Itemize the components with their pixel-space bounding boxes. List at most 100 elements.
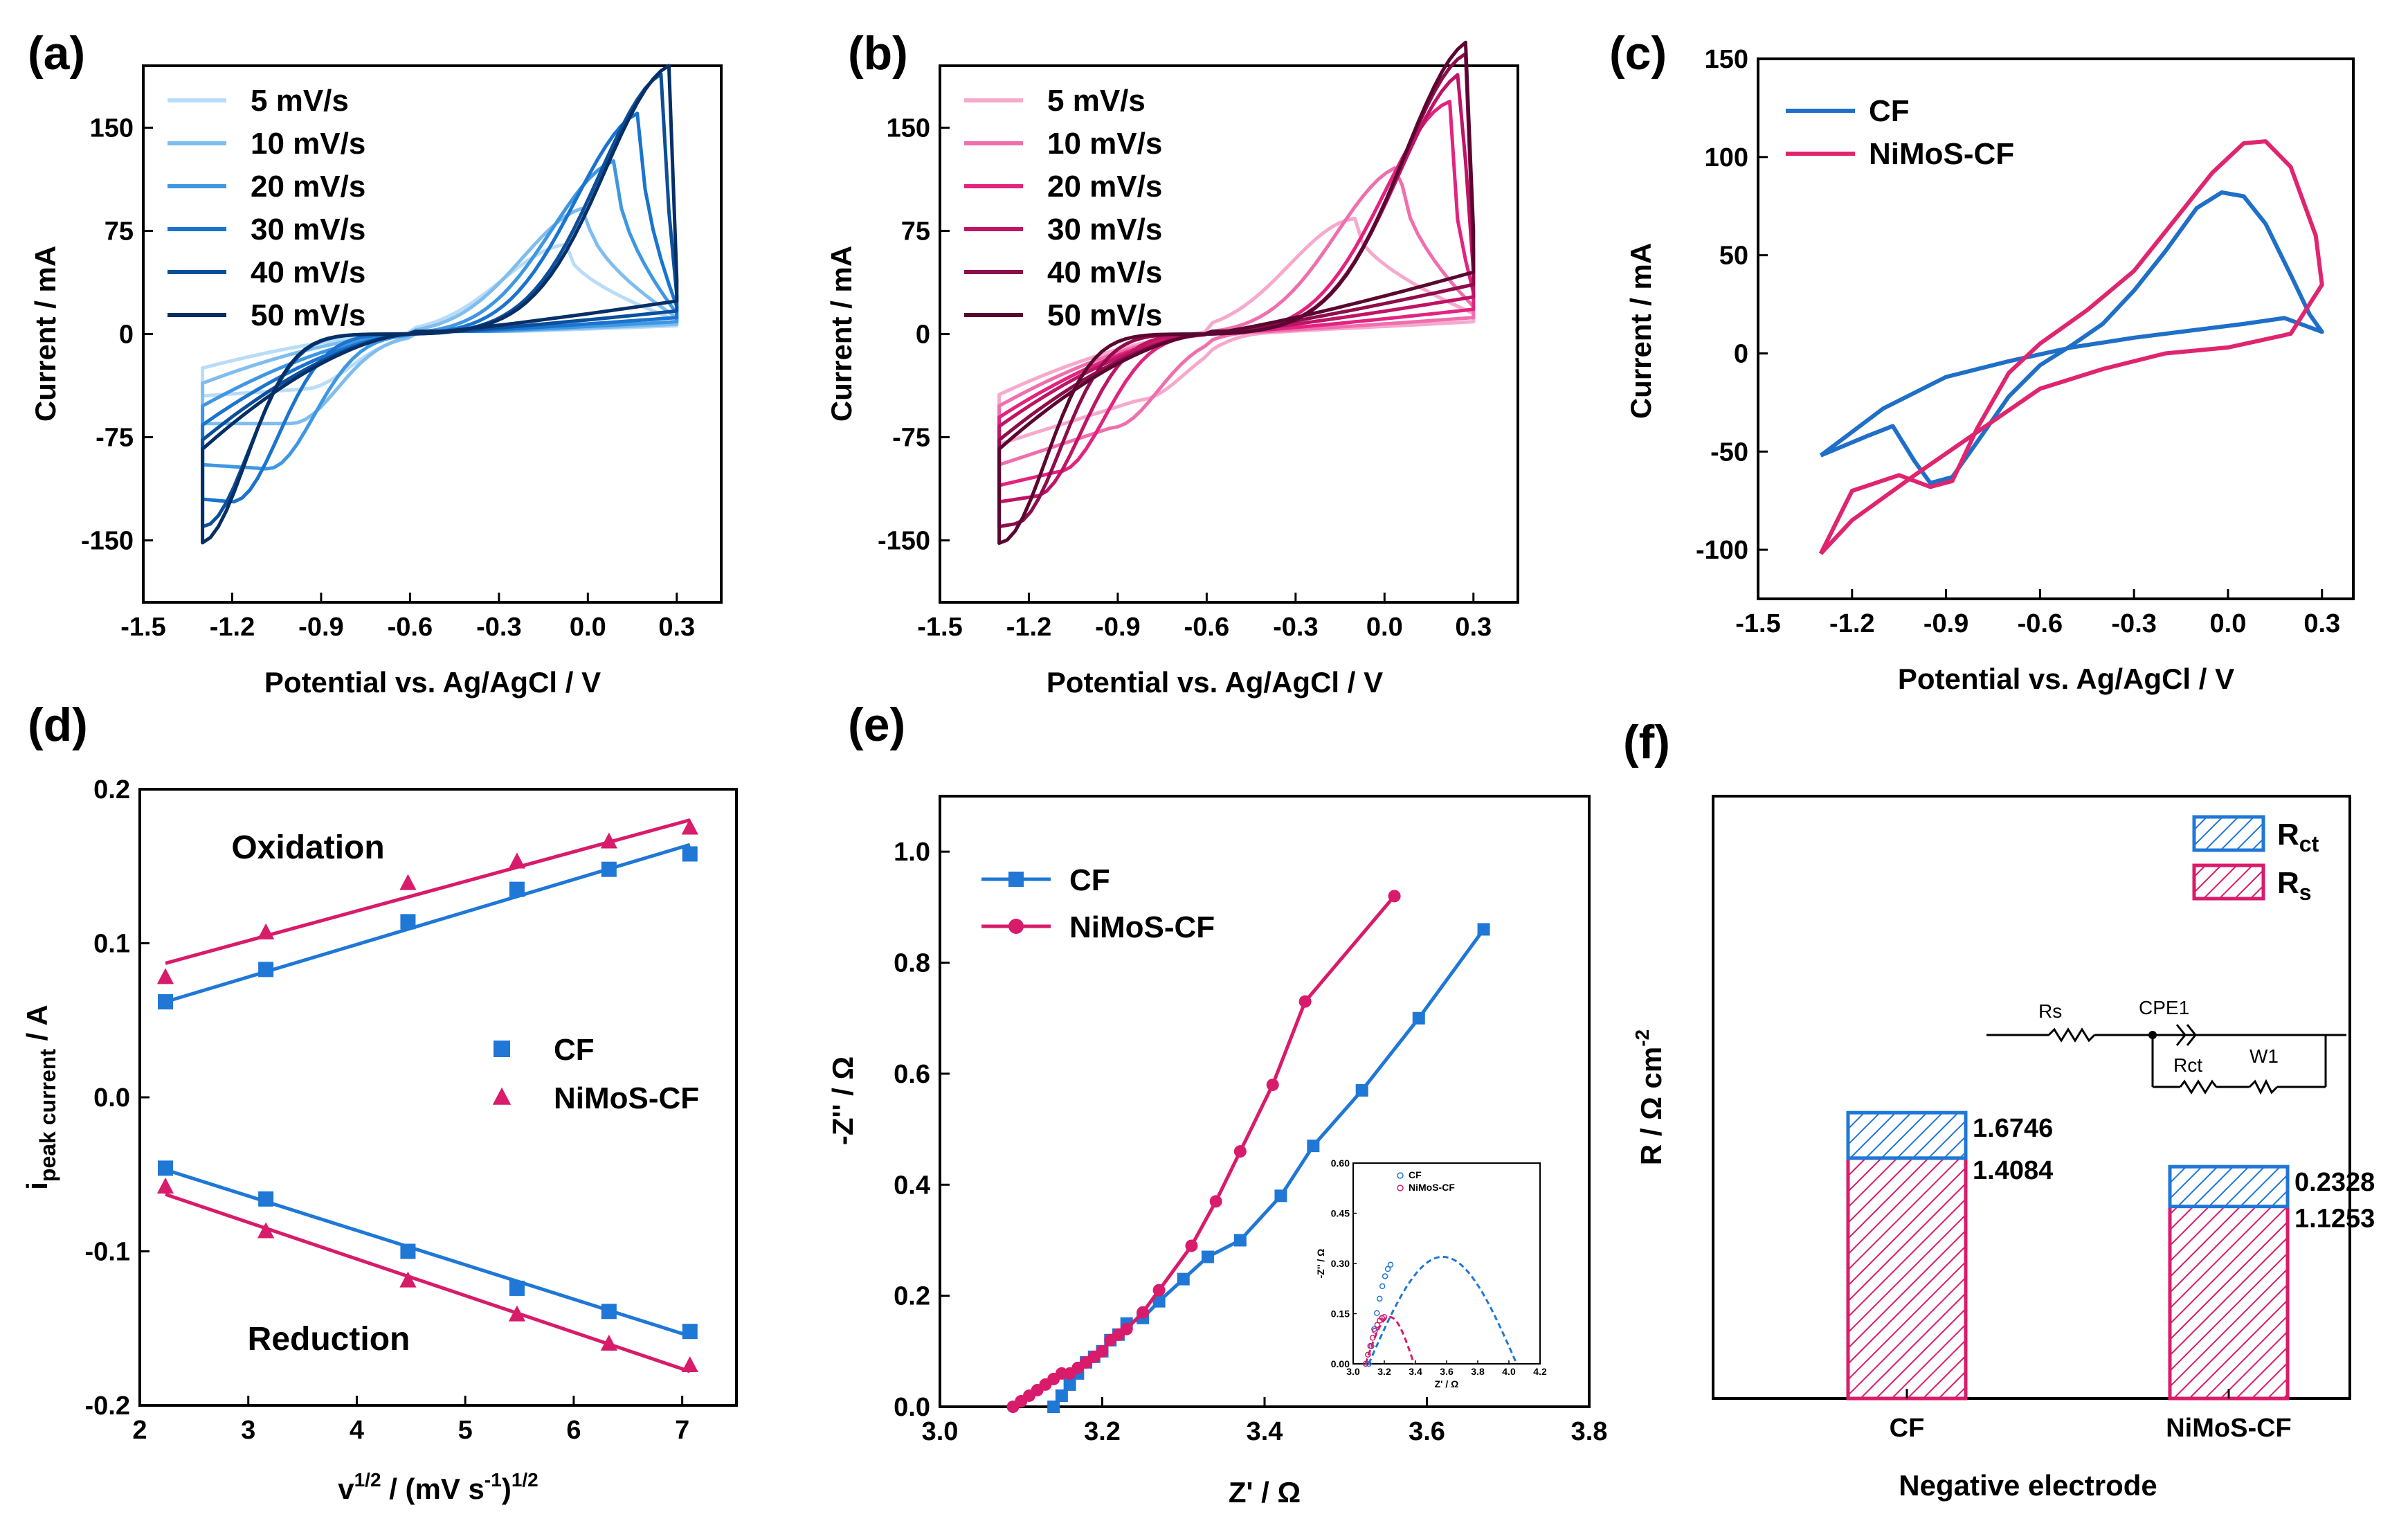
panel-a-legend: 5 mV/s 10 mV/s 20 mV/s 30 mV/s 40 mV/s 50 mV/… (168, 84, 365, 332)
point-reduction-NiMoS-CF (600, 1334, 617, 1351)
point-reduction-NiMoS-CF (399, 1271, 417, 1288)
eis-curve-NiMoS-CF (1012, 894, 1396, 1409)
panel-label-b: (b) (848, 27, 908, 80)
x-tick-label: -0.6 (2018, 609, 2063, 638)
fit-line-oxidation-NiMoS-CF (165, 818, 691, 965)
x-tick-label: -1.5 (1735, 609, 1780, 638)
bar-value-label: 0.2328 (2294, 1168, 2375, 1197)
legend-label: 50 mV/s (251, 298, 365, 332)
panel-c-chart: -1.5 -1.2 -0.9 -0.6 -0.3 0.0 0.3 -100 -50 0 50 100 1… (1624, 45, 2355, 695)
resistor-Rct (2179, 1079, 2218, 1095)
y-tick-label: 75 (105, 217, 134, 246)
cv-curve-50mVs (201, 64, 679, 545)
x-tick-label: 2 (132, 1416, 147, 1445)
inset-point-CF (1374, 1310, 1380, 1316)
legend-marker (492, 1087, 512, 1105)
point-oxidation-CF (400, 914, 416, 930)
panel-c-frame (1757, 57, 2355, 600)
panel-e-ylabel: -Z'' / Ω (826, 1056, 859, 1145)
y-tick-label: -75 (892, 424, 930, 453)
panel-a-xlabel: Potential vs. Ag/AgCl / V (264, 666, 601, 699)
panel-c-ticks: -1.5 -1.2 -0.9 -0.6 -0.3 0.0 0.3 -100 -50 0 50 100 1… (1696, 45, 2340, 638)
x-tick-label: 3.2 (1084, 1417, 1121, 1446)
eis-point-CF (1047, 1401, 1060, 1413)
eis-point-NiMoS-CF (1209, 1195, 1222, 1208)
x-tick-label: 5 (458, 1416, 473, 1445)
x-tick-label: -1.2 (1829, 609, 1874, 638)
eis-point-NiMoS-CF (1152, 1284, 1166, 1297)
x-tick-label: 7 (675, 1416, 689, 1445)
y-tick-label: 1.0 (894, 838, 930, 867)
panel-c-xlabel: Potential vs. Ag/AgCl / V (1898, 663, 2234, 695)
resistor-Rs (2047, 1027, 2096, 1043)
panel-b-data (997, 40, 1476, 546)
reduction-annotation: Reduction (248, 1321, 410, 1358)
legend-marker (494, 1041, 510, 1057)
legend-label: 10 mV/s (1047, 127, 1162, 161)
inset-point-NiMoS-CF (1381, 1314, 1388, 1320)
inset-point-CF (1366, 1360, 1372, 1367)
y-tick-label: -50 (1710, 438, 1748, 467)
panel-e-legend: CF NiMoS-CF (981, 863, 1215, 944)
inset-xlabel: Z' / Ω (1435, 1378, 1459, 1389)
legend-label: CF (1069, 863, 1110, 897)
inset-x-tick-label: 3.0 (1346, 1366, 1360, 1377)
legend-sub: s (2299, 880, 2312, 905)
y-tick-label: 0 (1734, 339, 1748, 368)
inset-point-NiMoS-CF (1372, 1327, 1378, 1334)
legend-main: R (2277, 818, 2299, 852)
legend-label: NiMoS-CF (1869, 137, 2014, 171)
panel-f-frame (1712, 795, 2351, 1400)
bar-Rs-CF (1846, 1156, 1968, 1401)
panel-label-a: (a) (28, 27, 85, 80)
panel-e-chart: 3.0 3.2 3.4 3.6 3.8 0.0 0.2 0.4 0.6 0.8 1.0 CF NiMo… (826, 795, 1607, 1509)
legend-sub: ct (2299, 831, 2319, 856)
x-tick-label: -0.9 (1923, 609, 1968, 638)
y-tick-label: 75 (901, 217, 930, 246)
bar-Rct-NiMoS-CF (2168, 1164, 2290, 1209)
panel-a-ticks: -1.5 -1.2 -0.9 -0.6 -0.3 0.0 0.3 -150 -75 0 75 150 (81, 114, 695, 642)
inset-x-tick-label: 3.2 (1377, 1366, 1391, 1377)
y-tick-label: -150 (81, 527, 134, 556)
x-tick-label: -0.6 (1184, 613, 1229, 642)
panel-c-data (1818, 139, 2324, 555)
legend-label: NiMoS-CF (554, 1081, 699, 1115)
point-oxidation-CF (601, 861, 617, 877)
x-tick-label: -0.9 (1095, 613, 1140, 642)
circuit-label: Rct (2173, 1054, 2202, 1076)
legend-label: 40 mV/s (1047, 255, 1162, 289)
x-tick-label: -0.6 (388, 613, 433, 642)
x-tick-label: 0.0 (570, 613, 606, 642)
eis-point-CF (1355, 1083, 1368, 1097)
x-tick-label: -1.2 (1006, 613, 1051, 642)
panel-c-legend: CF NiMoS-CF (1786, 94, 2014, 171)
x-tick-label: 3.8 (1571, 1417, 1608, 1446)
inset-y-tick-label: 0.60 (1331, 1158, 1350, 1169)
y-tick-label: 150 (1705, 45, 1748, 74)
inset-y-tick-label: 0.00 (1331, 1358, 1350, 1369)
x-tick-label: 4 (350, 1416, 364, 1445)
panel-label-e: (e) (848, 699, 905, 751)
point-oxidation-CF (682, 846, 698, 862)
inset-point-CF (1379, 1283, 1386, 1290)
eis-point-NiMoS-CF (1120, 1322, 1133, 1335)
inset-point-NiMoS-CF (1369, 1335, 1376, 1341)
panel-b-chart: -1.5 -1.2 -0.9 -0.6 -0.3 0.0 0.3-150-75075150 … (825, 40, 1519, 699)
x-tick-label: 3.0 (922, 1417, 959, 1446)
legend-label: 20 mV/s (251, 170, 365, 204)
point-oxidation-NiMoS-CF (508, 852, 526, 869)
panel-e-ticks: 3.0 3.2 3.4 3.6 3.8 0.0 0.2 0.4 0.6 0.8 1.0 (894, 838, 1607, 1446)
panel-e-data (1006, 890, 1490, 1413)
x-tick-label: 3 (241, 1416, 255, 1445)
panel-b-xlabel: Potential vs. Ag/AgCl / V (1047, 666, 1383, 699)
inset-fit-CF (1368, 1255, 1518, 1365)
inset-point-NiMoS-CF (1362, 1360, 1369, 1367)
eis-point-CF (1201, 1250, 1214, 1263)
inset-point-CF (1382, 1273, 1388, 1279)
point-oxidation-NiMoS-CF (600, 832, 617, 849)
legend-label: 40 mV/s (251, 255, 365, 289)
panel-d-chart: 2 3 4 5 6 7 -0.2 -0.1 0.0 0.1 0.2 CF NiMoS-CF Oxida… (21, 775, 738, 1505)
y-tick-label: -75 (96, 424, 134, 453)
x-tick-label: -1.5 (917, 613, 962, 642)
y-tick-label: 150 (887, 114, 930, 143)
